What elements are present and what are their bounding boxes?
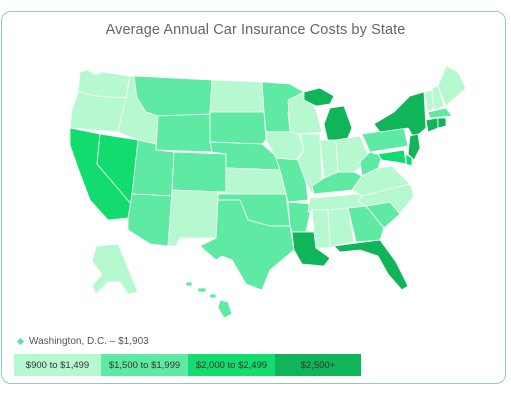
state-me[interactable] [437,65,467,107]
state-ny[interactable] [373,91,427,139]
state-ma[interactable] [427,107,453,119]
state-mt[interactable] [133,75,213,117]
state-sd[interactable] [209,111,267,145]
state-nd[interactable] [209,79,265,113]
state-in[interactable] [319,139,339,179]
state-ky[interactable] [311,171,363,195]
state-fl[interactable] [333,239,409,291]
legend-item-tier4: $2,500+ [275,354,361,376]
state-ri[interactable] [437,117,447,129]
dc-note-text: Washington, D.C. – $1,903 [29,336,149,347]
dc-note: Washington, D.C. – $1,903 [16,336,149,347]
legend-item-tier3: $2,000 to $2,499 [188,354,275,376]
state-co[interactable] [171,151,227,193]
state-ks[interactable] [225,167,287,195]
dc-marker-icon [16,337,25,346]
state-az[interactable] [127,193,173,247]
state-wv[interactable] [359,151,383,177]
state-tx[interactable] [199,199,295,291]
state-nc[interactable] [357,183,415,215]
state-ak[interactable] [91,243,139,295]
state-ms[interactable] [311,209,331,249]
state-hi[interactable] [185,281,233,319]
state-al[interactable] [327,207,355,249]
legend: $900 to $1,499 $1,500 to $1,999 $2,000 t… [14,354,361,376]
state-de[interactable] [405,153,413,167]
state-nj[interactable] [407,133,421,161]
state-mi-lower[interactable] [323,105,353,143]
state-md[interactable] [377,149,407,165]
state-nm[interactable] [167,189,219,247]
state-mi[interactable] [303,87,335,107]
legend-item-tier2: $1,500 to $1,999 [101,354,188,376]
state-or[interactable] [69,91,127,133]
legend-item-tier1: $900 to $1,499 [14,354,101,376]
state-ct[interactable] [425,117,439,133]
state-nh[interactable] [431,85,445,111]
state-wy[interactable] [155,113,213,153]
state-ga[interactable] [347,205,385,243]
map-title: Average Annual Car Insurance Costs by St… [105,22,406,38]
